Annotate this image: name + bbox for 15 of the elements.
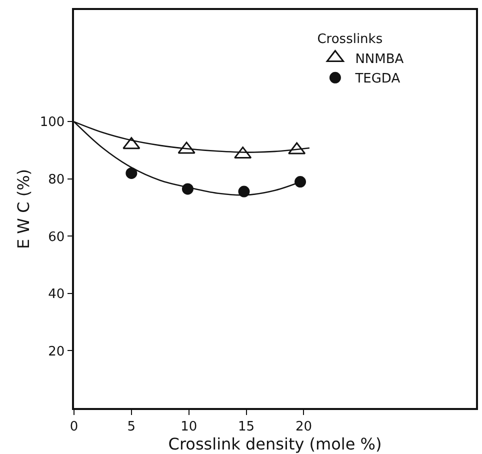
x-tick-label: 5 <box>127 419 136 434</box>
y-tick-label: 100 <box>40 115 65 130</box>
legend-label: NNMBA <box>355 52 404 67</box>
x-axis-title: Crosslink density (mole %) <box>168 434 382 454</box>
x-tick-label: 10 <box>180 419 198 434</box>
x-tick-label: 20 <box>295 419 312 434</box>
y-tick-label: 80 <box>48 172 65 188</box>
y-tick-label: 60 <box>48 230 65 245</box>
legend-label: TEGDA <box>354 72 400 87</box>
y-tick-label: 20 <box>48 344 65 360</box>
x-tick-label: 15 <box>238 419 255 434</box>
y-axis-title: E W C (%) <box>14 168 34 250</box>
legend-title: Crosslinks <box>317 32 383 47</box>
y-tick-label: 40 <box>48 287 65 302</box>
x-tick-label: 0 <box>70 419 78 434</box>
